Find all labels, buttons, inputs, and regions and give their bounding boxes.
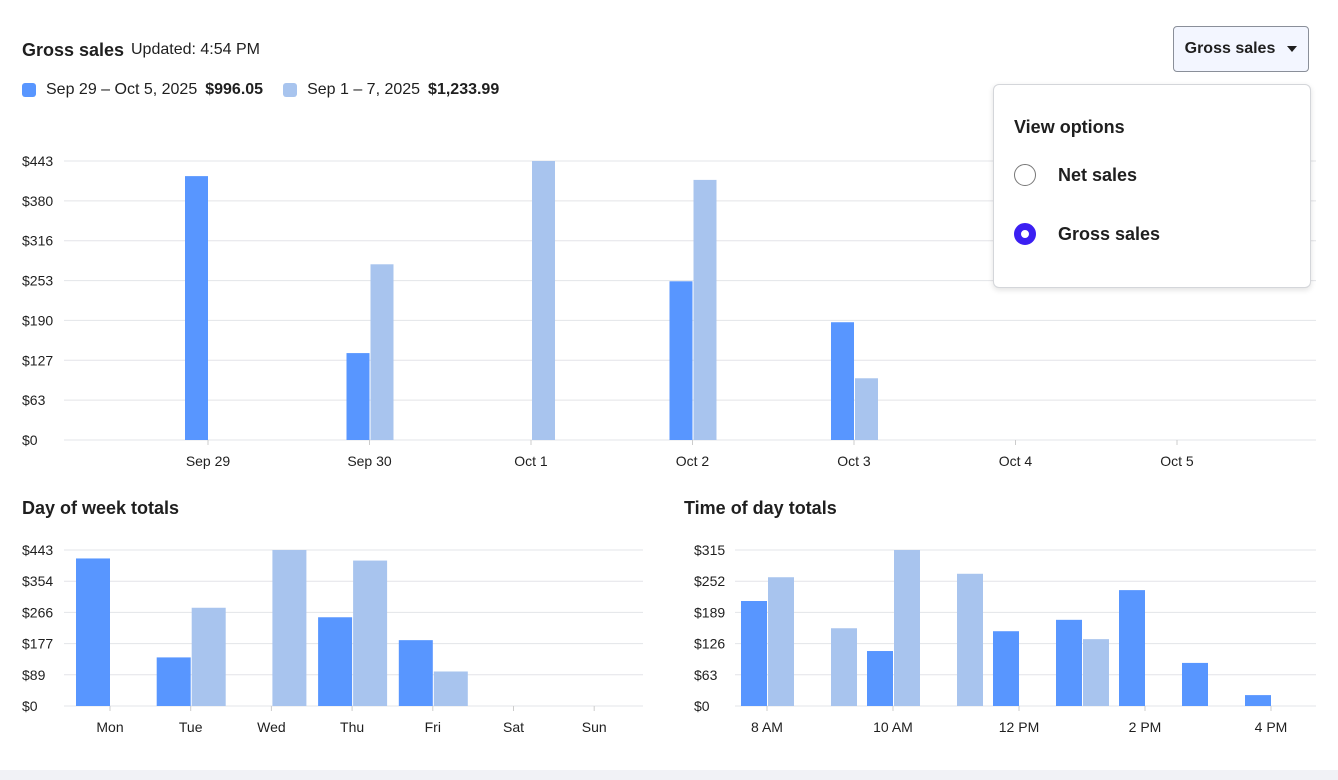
legend-label-previous: Sep 1 – 7, 2025 xyxy=(307,81,421,98)
y-tick-label: $189 xyxy=(694,604,725,620)
dropdown-selected: Gross sales xyxy=(1184,40,1276,57)
y-tick-label: $89 xyxy=(22,667,46,683)
x-tick-label: Tue xyxy=(179,719,203,735)
x-tick-label: Oct 2 xyxy=(676,453,710,469)
y-tick-label: $443 xyxy=(22,153,53,169)
bar-current xyxy=(741,601,767,706)
option-gross-sales[interactable]: Gross sales xyxy=(1014,223,1160,245)
bar-previous xyxy=(1083,639,1109,706)
x-tick-label: Oct 5 xyxy=(1160,453,1194,469)
legend-swatch-current xyxy=(22,83,36,97)
y-tick-label: $354 xyxy=(22,573,53,589)
bar-current xyxy=(76,558,110,706)
x-tick-label: Sun xyxy=(582,719,607,735)
option-label: Gross sales xyxy=(1058,223,1161,244)
x-tick-label: Mon xyxy=(96,719,123,735)
time-of-day-title: Time of day totals xyxy=(684,498,837,518)
bar-current xyxy=(398,640,433,706)
bar-current xyxy=(993,631,1019,706)
bar-previous xyxy=(532,161,555,440)
bar-previous xyxy=(353,560,388,706)
bar-previous xyxy=(433,671,468,706)
option-label: Net sales xyxy=(1058,164,1138,185)
bar-current xyxy=(318,617,353,706)
x-tick-label: 2 PM xyxy=(1129,719,1162,735)
legend: Sep 29 – Oct 5, 2025 $996.05 Sep 1 – 7, … xyxy=(22,81,519,99)
updated-time: Updated: 4:54 PM xyxy=(131,41,260,58)
y-tick-label: $127 xyxy=(22,352,53,368)
option-net-sales[interactable]: Net sales xyxy=(1014,164,1137,186)
bar-current xyxy=(1119,590,1145,706)
bar-current xyxy=(831,322,854,440)
y-tick-label: $190 xyxy=(22,312,53,328)
bar-previous xyxy=(370,264,394,440)
y-tick-label: $126 xyxy=(694,636,725,652)
page-title: Gross sales xyxy=(22,40,125,60)
y-tick-label: $316 xyxy=(22,233,53,249)
radio-unchecked-icon[interactable] xyxy=(1014,164,1036,186)
y-tick-label: $266 xyxy=(22,604,53,620)
bar-previous xyxy=(768,577,794,706)
bar-previous xyxy=(693,179,717,440)
bar-current xyxy=(669,281,693,440)
y-tick-label: $63 xyxy=(22,392,46,408)
metric-dropdown-button[interactable]: Gross sales xyxy=(1173,26,1309,72)
x-tick-label: Fri xyxy=(425,719,441,735)
y-tick-label: $443 xyxy=(22,542,53,558)
x-tick-label: Wed xyxy=(257,719,286,735)
y-tick-label: $63 xyxy=(694,667,718,683)
menu-title: View options xyxy=(1014,117,1125,137)
footer-divider xyxy=(0,770,1338,780)
legend-label-current: Sep 29 – Oct 5, 2025 xyxy=(46,81,198,98)
legend-swatch-previous xyxy=(283,83,298,97)
bar-current xyxy=(1182,662,1208,706)
x-tick-label: 8 AM xyxy=(751,719,783,735)
x-tick-label: 12 PM xyxy=(999,719,1039,735)
bar-previous xyxy=(831,628,857,706)
bar-previous xyxy=(191,607,226,706)
caret-down-icon xyxy=(1287,46,1298,52)
bar-previous xyxy=(894,550,920,706)
bar-previous xyxy=(957,573,983,706)
bar-current xyxy=(185,176,208,441)
bar-current xyxy=(1056,619,1082,706)
radio-checked-icon[interactable] xyxy=(1014,223,1036,245)
view-options-menu: View options Net sales Gross sales xyxy=(993,84,1311,288)
x-tick-label: Thu xyxy=(340,719,364,735)
bar-previous xyxy=(855,378,878,440)
bar-current xyxy=(867,651,893,706)
x-tick-label: Oct 1 xyxy=(514,453,548,469)
bar-current xyxy=(346,353,370,440)
x-tick-label: Sep 29 xyxy=(186,453,231,469)
y-tick-label: $0 xyxy=(22,698,38,714)
bar-previous xyxy=(272,550,307,706)
x-tick-label: Sep 30 xyxy=(347,453,392,469)
y-tick-label: $380 xyxy=(22,193,53,209)
x-tick-label: Oct 3 xyxy=(837,453,871,469)
y-tick-label: $252 xyxy=(694,573,725,589)
y-tick-label: $177 xyxy=(22,636,53,652)
x-tick-label: Sat xyxy=(503,719,524,735)
day-of-week-title: Day of week totals xyxy=(22,498,180,518)
legend-total-current: $996.05 xyxy=(205,81,264,98)
y-tick-label: $253 xyxy=(22,273,53,289)
x-tick-label: 10 AM xyxy=(873,719,913,735)
y-tick-label: $0 xyxy=(694,698,710,714)
bar-current xyxy=(156,657,191,706)
bar-current xyxy=(1245,695,1271,706)
y-tick-label: $315 xyxy=(694,542,725,558)
x-tick-label: Oct 4 xyxy=(999,453,1033,469)
y-tick-label: $0 xyxy=(22,432,38,448)
legend-total-previous: $1,233.99 xyxy=(428,81,500,98)
x-tick-label: 4 PM xyxy=(1255,719,1288,735)
